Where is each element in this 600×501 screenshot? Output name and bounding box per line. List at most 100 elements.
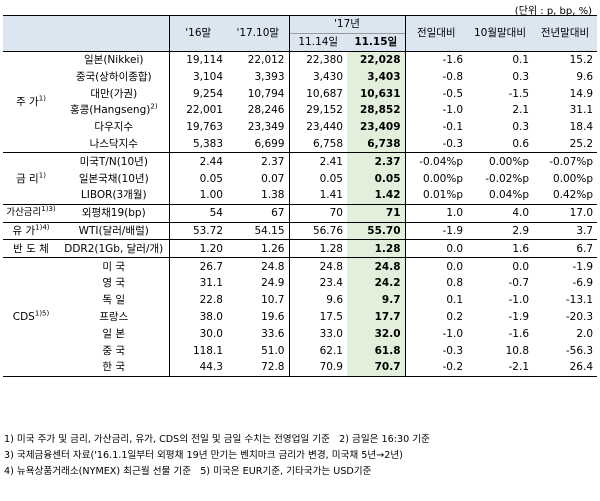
table-row: 홍콩(Hangseng)2) 22,001 28,246 29,152 28,852 -1… <box>3 101 597 119</box>
cell-cds_jp-v16: 30.0 <box>199 327 223 340</box>
table-row: 일 본 30.0 33.6 33.0 32.0 -1.0 -1.6 2.0 <box>3 325 597 343</box>
cell-hangseng-d1: -1.0 <box>404 101 468 119</box>
cell-nikkei-d1: -1.6 <box>404 50 468 69</box>
row-label-fxbond: 외평채19(bp) <box>59 203 170 223</box>
cell-cds_cn-d3: -56.3 <box>565 344 594 357</box>
cell-shanghai-d2: 0.3 <box>512 70 530 83</box>
header-prevyear: 전년말대비 <box>533 15 598 52</box>
cell-jgb-d3: 0.00%p <box>552 172 594 185</box>
cell-shanghai-v1114: 3,430 <box>288 68 347 86</box>
category-rate: 금 리1) <box>3 152 59 205</box>
cell-ust-v16: 2.44 <box>169 152 227 171</box>
cell-cds_kr-v1710: 72.8 <box>227 358 289 377</box>
cell-cds_us-d3: -1.9 <box>533 257 598 275</box>
cell-ddr-d3: 6.7 <box>533 239 598 259</box>
cell-cds_de-d1: 0.1 <box>404 291 468 309</box>
cell-cds_kr-v1114: 70.9 <box>288 358 347 377</box>
cell-ust-d1: -0.04%p <box>404 152 468 171</box>
cell-jgb-v16: 0.05 <box>199 172 223 185</box>
header-oct: 10월말대비 <box>467 15 534 52</box>
cell-cds_us-v1710: 24.8 <box>227 257 289 275</box>
cell-nikkei-v1710: 22,012 <box>227 50 289 69</box>
cell-fxbond-d3: 17.0 <box>533 203 598 223</box>
category-spread: 가산금리1)3) <box>3 203 59 223</box>
cell-ddr-v1115: 1.28 <box>347 239 406 259</box>
cell-libor-v1115: 1.42 <box>347 186 406 205</box>
cell-cds_fr-v1114: 17.5 <box>288 308 347 326</box>
cell-taiwan-v16: 9,254 <box>192 87 223 100</box>
row-label-cds_fr: 프랑스 <box>59 308 170 326</box>
cell-taiwan-v1710: 10,794 <box>247 87 285 100</box>
cell-ddr-v1710: 1.26 <box>227 239 289 259</box>
cell-libor-d2: 0.04%p <box>467 186 534 205</box>
cell-fxbond-d1: 1.0 <box>404 203 468 223</box>
cell-shanghai-d3: 9.6 <box>576 70 594 83</box>
cell-nasdaq-v1115: 6,738 <box>347 135 406 154</box>
cell-jgb-d2: -0.02%p <box>485 172 530 185</box>
cell-cds_uk-v1115: 24.2 <box>347 274 406 292</box>
cell-fxbond-v1114: 70 <box>288 203 347 223</box>
table-row: 가산금리1)3) 외평채19(bp) 54 67 70 71 1.0 4.0 17.0 <box>3 203 598 223</box>
cell-cds_uk-d2: -0.7 <box>508 277 530 290</box>
table-row: 중국(상하이종합) 3,104 3,393 3,430 3,403 -0.8 0.3 9.6 <box>3 68 597 86</box>
row-label-cds_kr: 한 국 <box>59 358 170 377</box>
row-label-cds_cn: 중 국 <box>59 342 170 359</box>
row-label-shanghai: 중국(상하이종합) <box>59 68 170 86</box>
cell-cds_uk-v1710: 24.9 <box>261 277 285 290</box>
cell-cds_jp-v1114: 33.0 <box>288 325 347 343</box>
table-row: 중 국 118.1 51.0 62.1 61.8 -0.3 10.8 -56.3 <box>3 342 597 359</box>
cell-nasdaq-d1: -0.3 <box>404 135 468 154</box>
cell-cds_de-v1114: 9.6 <box>288 291 347 309</box>
table-row: LIBOR(3개월) 1.00 1.38 1.41 1.42 0.01%p 0.04%p 0.… <box>3 186 598 205</box>
cell-cds_de-v16: 22.8 <box>199 294 223 307</box>
header-prevday: 전일대비 <box>404 15 468 52</box>
cell-wti-v1115: 55.70 <box>347 221 406 241</box>
cell-ddr-d1: 0.0 <box>404 239 468 259</box>
cell-dow-d3: 18.4 <box>569 121 594 134</box>
cell-nasdaq-d3: 25.2 <box>533 135 598 154</box>
header-1114: 11.14일 <box>288 32 347 52</box>
cell-cds_cn-d1: -0.3 <box>404 342 468 359</box>
cell-fxbond-d2: 4.0 <box>467 203 534 223</box>
cell-cds_cn-v1114: 62.1 <box>288 342 347 359</box>
category-semi: 반 도 체 <box>3 239 59 259</box>
cell-cds_fr-d2: -1.9 <box>508 310 530 323</box>
table-row: 대만(가권) 9,254 10,794 10,687 10,631 -0.5 -1.5 14.… <box>3 85 597 102</box>
cell-hangseng-v1710: 28,246 <box>247 104 285 117</box>
cell-cds_jp-d3: 2.0 <box>576 327 594 340</box>
cell-cds_uk-v16: 31.1 <box>199 277 223 290</box>
cell-cds_us-v16: 26.7 <box>169 257 227 275</box>
cell-wti-d1: -1.9 <box>404 221 468 241</box>
cell-cds_cn-d2: 10.8 <box>505 344 530 357</box>
table-row: 일본국채(10년) 0.05 0.07 0.05 0.05 0.00%p -0.02%p 0.… <box>3 170 597 187</box>
cell-taiwan-v1114: 10,687 <box>288 85 347 102</box>
cell-libor-d3: 0.42%p <box>533 186 598 205</box>
cell-nikkei-v16: 19,114 <box>169 50 227 69</box>
table-row: 주 가1) 일본(Nikkei) 19,114 22,012 22,380 22,028-… <box>3 50 598 154</box>
cell-fxbond-v1710: 67 <box>227 203 289 223</box>
cell-nikkei-d3: 15.2 <box>533 50 598 69</box>
cell-ust-v1710: 2.37 <box>227 152 289 171</box>
cell-cds_cn-v1710: 51.0 <box>261 344 285 357</box>
cell-wti-d3: 3.7 <box>533 221 598 241</box>
row-label-hangseng: 홍콩(Hangseng)2) <box>59 101 170 119</box>
cell-dow-d1: -0.1 <box>404 118 468 136</box>
cell-hangseng-d2: 2.1 <box>512 104 530 117</box>
cell-dow-v1115: 23,409 <box>347 118 406 136</box>
cell-taiwan-d2: -1.5 <box>508 87 530 100</box>
cell-cds_us-d2: 0.0 <box>467 257 534 275</box>
row-label-cds_uk: 영 국 <box>59 274 170 292</box>
cell-wti-d2: 2.9 <box>467 221 534 241</box>
cell-ust-d3: -0.07%p <box>533 152 598 171</box>
cell-wti-v1114: 56.76 <box>288 221 347 241</box>
table-row: 한 국 44.3 72.8 70.9 70.7 -0.2 -2.1 26.4 <box>3 358 598 377</box>
cell-cds_de-d2: -1.0 <box>508 294 530 307</box>
cell-cds_cn-v16: 118.1 <box>192 344 223 357</box>
cell-jgb-v1114: 0.05 <box>288 170 347 187</box>
row-label-taiwan: 대만(가권) <box>59 85 170 102</box>
cell-fxbond-v1115: 71 <box>347 203 406 223</box>
cell-cds_de-v1115: 9.7 <box>347 291 406 309</box>
cell-cds_kr-v1115: 70.7 <box>347 358 406 377</box>
table-row: 반 도 체 DDR2(1Gb, 달러/개) 1.20 1.26 1.28 1.28 0.0 1… <box>3 239 598 259</box>
cell-cds_kr-v16: 44.3 <box>169 358 227 377</box>
